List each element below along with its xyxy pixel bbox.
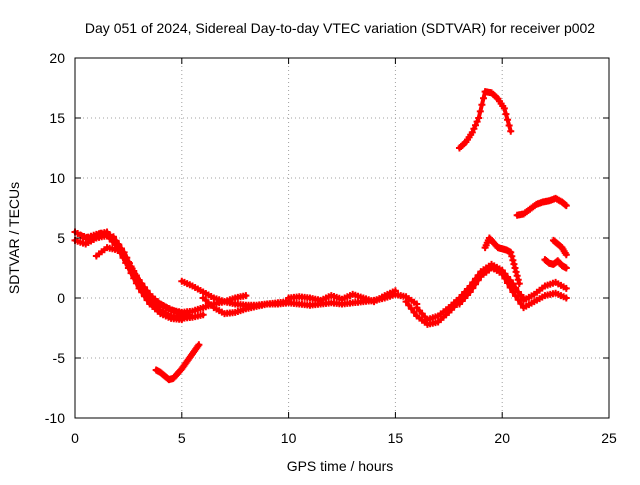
data-point: [391, 287, 399, 295]
data-point: [475, 114, 483, 122]
y-axis-label: SDTVAR / TECUs: [6, 182, 22, 294]
data-point: [562, 202, 570, 210]
data-point: [112, 237, 120, 245]
data-point: [513, 272, 521, 280]
series-arc-13: [455, 88, 515, 152]
data-point: [140, 288, 148, 296]
data-point: [470, 125, 478, 133]
data-point: [500, 104, 508, 112]
data-point: [504, 116, 512, 124]
data-point: [504, 275, 512, 283]
data-point: [143, 292, 151, 300]
data-point: [115, 241, 123, 249]
data-point: [410, 308, 418, 316]
y-axis-tick-labels: -10 -5 0 5 10 15 20: [45, 50, 65, 426]
data-point: [130, 269, 138, 277]
data-point: [472, 121, 479, 129]
grid-lines: [75, 58, 609, 418]
data-point: [476, 107, 484, 115]
data-point: [562, 251, 570, 259]
series-arc-12: [481, 234, 523, 288]
data-point: [515, 280, 523, 288]
series-arc-15: [541, 256, 570, 272]
axis-ticks: [74, 57, 610, 419]
data-point: [195, 341, 203, 349]
data-point: [109, 233, 117, 241]
data-point: [505, 122, 513, 129]
data-point: [509, 256, 517, 264]
x-axis-tick-labels: 0 5 10 15 20 25: [71, 430, 617, 446]
x-tick-label: 10: [281, 430, 297, 446]
data-point: [127, 263, 135, 271]
data-point: [124, 258, 132, 266]
data-point: [402, 298, 410, 306]
data-point: [473, 118, 481, 126]
y-tick-label: -5: [53, 350, 66, 366]
data-point: [466, 288, 474, 296]
data-point: [506, 278, 514, 286]
data-point: [502, 110, 510, 118]
y-tick-label: 10: [49, 170, 65, 186]
data-point: [514, 276, 522, 284]
x-tick-label: 5: [178, 430, 186, 446]
chart-title: Day 051 of 2024, Sidereal Day-to-day VTE…: [85, 20, 595, 36]
data-point: [472, 280, 479, 288]
data-points: [71, 88, 570, 384]
data-point: [562, 294, 570, 302]
data-point: [510, 260, 518, 268]
data-point: [478, 101, 486, 109]
data-point: [562, 264, 570, 272]
data-point: [508, 252, 516, 260]
data-point: [242, 292, 250, 300]
y-tick-label: 0: [57, 290, 65, 306]
data-point: [138, 284, 146, 292]
data-point: [512, 268, 520, 276]
data-point: [407, 305, 415, 313]
series-arc-16: [549, 236, 570, 259]
data-point: [468, 128, 476, 136]
data-point: [135, 280, 143, 288]
y-tick-label: 20: [49, 50, 65, 66]
series-arc-14: [513, 194, 570, 219]
data-point: [474, 276, 482, 284]
data-point: [405, 301, 413, 309]
data-point: [562, 284, 570, 292]
series-arc-5: [152, 341, 203, 384]
data-point: [520, 294, 528, 302]
data-point: [132, 274, 140, 282]
data-point: [507, 248, 515, 256]
y-tick-label: 15: [49, 110, 65, 126]
x-tick-label: 20: [494, 430, 510, 446]
data-point: [511, 264, 519, 272]
data-point: [498, 268, 506, 276]
data-point: [117, 245, 125, 252]
data-point: [480, 94, 488, 102]
y-tick-label: -10: [45, 410, 65, 426]
data-point: [507, 127, 515, 135]
series-arc-4: [92, 244, 207, 322]
data-point: [199, 311, 207, 319]
data-point: [469, 284, 477, 292]
series-arc-11: [455, 264, 528, 308]
x-tick-label: 25: [601, 430, 617, 446]
x-tick-label: 15: [388, 430, 404, 446]
data-point: [501, 271, 509, 279]
x-tick-label: 0: [71, 430, 79, 446]
x-axis-label: GPS time / hours: [287, 458, 394, 474]
series-arc-8: [285, 287, 399, 306]
y-tick-label: 5: [57, 230, 65, 246]
